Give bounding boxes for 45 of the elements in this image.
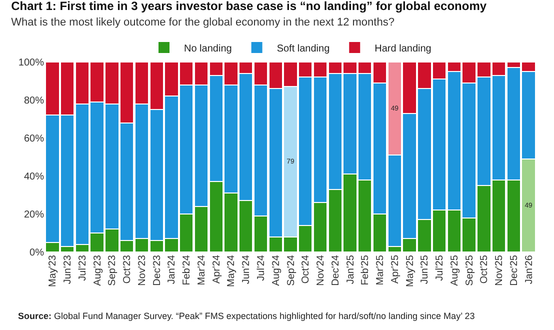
y-tick-label: 100% <box>18 58 44 68</box>
x-tick-label: Oct'25 <box>479 254 490 284</box>
x-tick-label: Jun'23 <box>62 254 74 284</box>
x-tick-label: May'24 <box>226 254 238 287</box>
chart-subtitle: What is the most likely outcome for the global economy in the next 12 months? <box>11 16 394 28</box>
x-tick-label: Jun'24 <box>241 254 252 284</box>
x-tick-label: Aug'25 <box>449 254 460 286</box>
legend-label: Hard landing <box>374 43 432 54</box>
x-tick-label: Oct'24 <box>300 254 312 284</box>
y-tick-label: 20% <box>24 210 44 220</box>
chart-title: Chart 1: First time in 3 years investor base case is “no landing” for global economy <box>11 0 487 13</box>
y-tick-label: 80% <box>24 96 44 106</box>
x-tick-label: Nov'25 <box>494 254 506 286</box>
x-tick-label: Jan'24 <box>166 254 178 284</box>
x-tick-label: Jul'23 <box>77 254 88 281</box>
x-tick-label: Aug'24 <box>270 254 282 286</box>
x-tick-label: Jun'25 <box>420 254 431 284</box>
x-tick-label: May'23 <box>48 254 59 287</box>
y-tick-label: 0% <box>30 248 44 258</box>
x-tick-label: Feb'24 <box>182 254 193 286</box>
x-tick-label: Mar'24 <box>196 254 208 286</box>
x-tick-label: Jan'25 <box>345 254 356 284</box>
x-tick-label: Aug'23 <box>92 254 104 286</box>
x-tick-label: Mar'25 <box>375 254 386 286</box>
legend-label: No landing <box>184 43 232 54</box>
x-tick-label: Oct'23 <box>122 254 134 284</box>
x-tick-label: May'25 <box>404 254 416 287</box>
y-tick-label: 40% <box>24 172 44 182</box>
x-tick-label: Dec'24 <box>330 254 342 286</box>
x-tick-label: Jan'26 <box>524 254 535 284</box>
x-tick-label: Sep'25 <box>464 254 476 286</box>
source-note: Source: Global Fund Manager Survey. “Peak” FMS expectations highlighted for hard/soft/no landing since May’ 23 <box>18 311 475 321</box>
x-tick-label: Jul'25 <box>434 254 446 281</box>
legend-label: Soft landing <box>276 43 330 54</box>
x-tick-label: Jul'24 <box>256 254 267 281</box>
x-tick-label: Nov'23 <box>136 254 148 286</box>
x-tick-label: Dec'25 <box>508 254 520 286</box>
y-tick-label: 60% <box>24 134 44 144</box>
x-tick-label: Sep'24 <box>286 254 297 286</box>
x-tick-label: Sep'23 <box>107 254 118 286</box>
x-tick-label: Feb'25 <box>360 254 372 286</box>
x-tick-label: Apr'24 <box>211 254 222 284</box>
x-tick-label: Nov'24 <box>316 254 327 286</box>
x-tick-label: Apr'25 <box>390 254 401 284</box>
x-tick-label: Dec'23 <box>152 254 163 286</box>
